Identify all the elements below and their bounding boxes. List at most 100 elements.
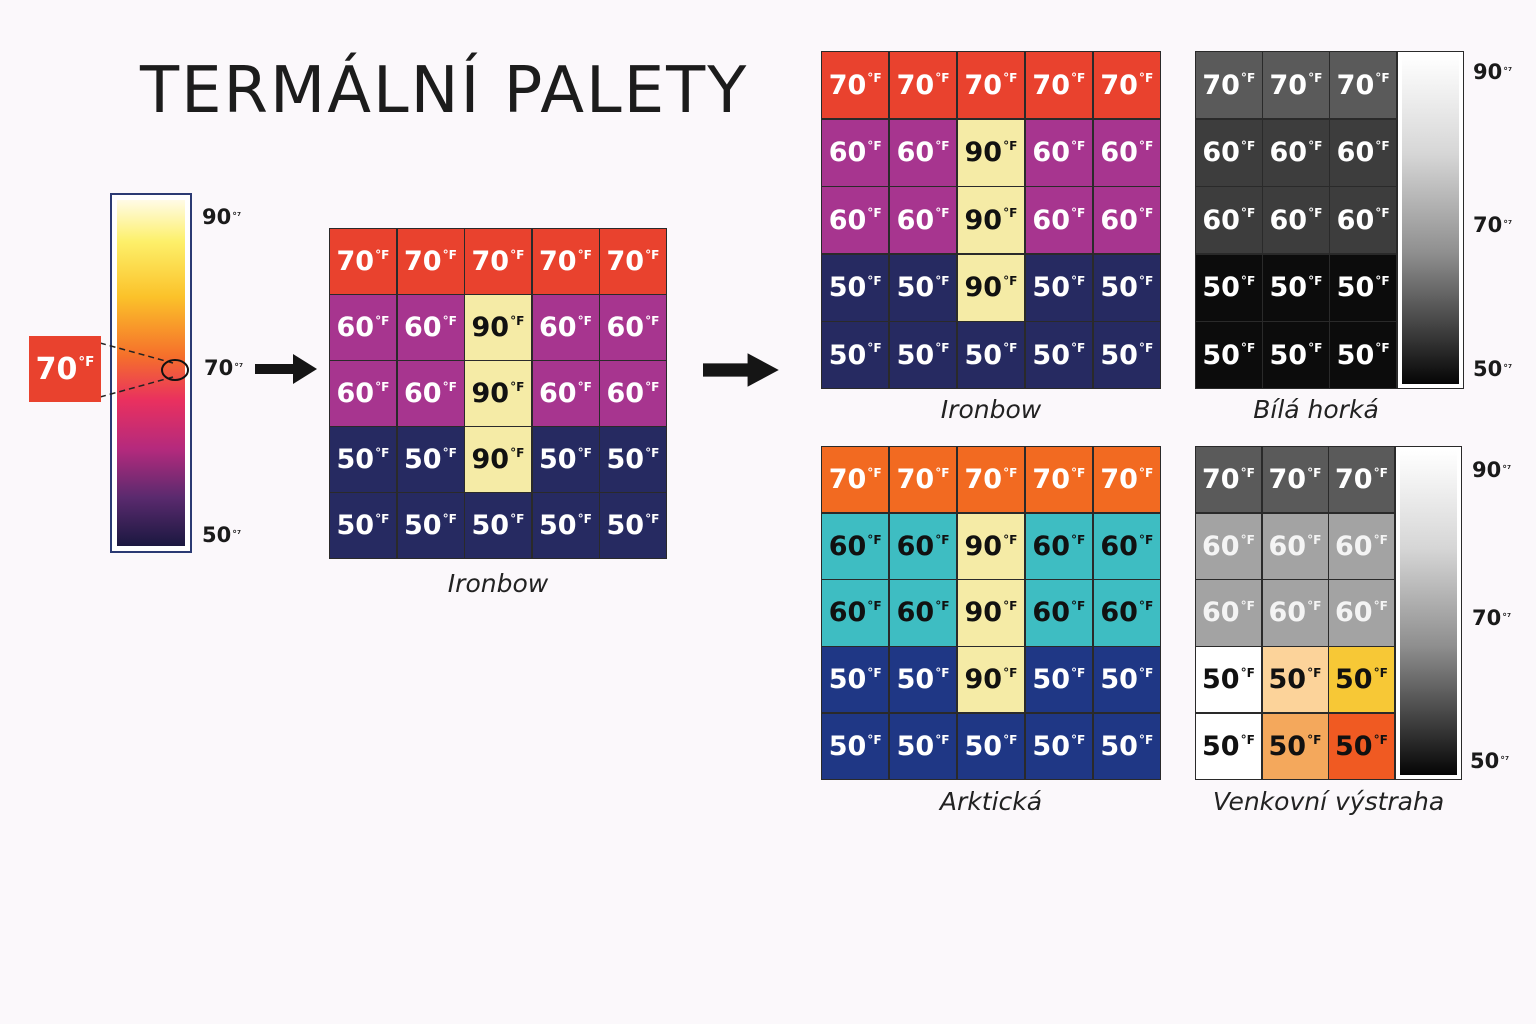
unit-label: °F bbox=[1003, 532, 1018, 547]
temperature-value: 90 bbox=[471, 377, 510, 409]
temperature-cell: 60 °F bbox=[1093, 119, 1160, 186]
temperature-value: 60 bbox=[1032, 137, 1070, 168]
unit-label: °F bbox=[1307, 599, 1322, 614]
temperature-cell: 60 °F bbox=[532, 361, 599, 426]
unit-label: °F bbox=[375, 512, 390, 527]
unit-label: °F bbox=[1003, 273, 1018, 288]
temperature-cell: 60 °F bbox=[1329, 513, 1394, 579]
temperature-value: 50 bbox=[1202, 730, 1240, 762]
unit-label: °F bbox=[645, 379, 660, 394]
unit-label: °F bbox=[1307, 532, 1322, 547]
unit-label: °F bbox=[1070, 138, 1086, 153]
temperature-value: 50 bbox=[1100, 664, 1138, 696]
unit-label: °F bbox=[375, 445, 390, 460]
unit-label: °F bbox=[867, 206, 882, 221]
temperature-value: 50 bbox=[1336, 339, 1375, 371]
temperature-value: 60 bbox=[896, 597, 935, 629]
unit-label: °F bbox=[1070, 666, 1086, 681]
temperature-cell: 50 °F bbox=[600, 493, 666, 558]
temperature-cell: 70 °F bbox=[600, 229, 666, 294]
temperature-cell: 50 °F bbox=[889, 647, 957, 713]
unit-label: °F bbox=[1003, 71, 1018, 86]
unit-label: °F bbox=[1308, 341, 1323, 356]
temperature-value: 60 bbox=[539, 377, 577, 409]
temperature-cell: 60 °F bbox=[330, 295, 396, 360]
unit-label: °F bbox=[1138, 732, 1154, 747]
temperature-value: 70 bbox=[828, 69, 867, 101]
temperature-value: 60 bbox=[1100, 597, 1138, 629]
temperature-cell: 70 °F bbox=[330, 229, 396, 294]
unit-label: °F bbox=[1240, 732, 1255, 747]
unit-label: °F bbox=[1240, 599, 1255, 614]
temperature-value: 60 bbox=[336, 377, 375, 409]
temperature-value: 50 bbox=[828, 730, 867, 762]
unit-label: °F bbox=[867, 138, 882, 153]
unit-label: °F bbox=[577, 445, 592, 460]
temperature-value: 50 bbox=[539, 510, 577, 542]
unit-label: °F bbox=[577, 379, 592, 394]
white-hot-gradient-bar bbox=[1397, 51, 1464, 389]
temperature-cell: 50 °F bbox=[889, 713, 957, 779]
palette-caption-outdoor-alert: Venkovní výstraha bbox=[1212, 787, 1445, 816]
unit-label: °F bbox=[1138, 273, 1154, 288]
temperature-value: 60 bbox=[828, 597, 867, 629]
unit-label: °F bbox=[1373, 599, 1388, 614]
temperature-cell: 50 °F bbox=[1262, 647, 1328, 713]
temperature-cell: 60 °F bbox=[532, 295, 599, 360]
temperature-value: 50 bbox=[1268, 664, 1307, 696]
temperature-cell: 60 °F bbox=[1263, 119, 1329, 186]
temperature-cell: 50 °F bbox=[1262, 713, 1328, 779]
temperature-value: 50 bbox=[1335, 664, 1373, 696]
temperature-value: 60 bbox=[1202, 204, 1240, 236]
temperature-cell: 50 °F bbox=[1025, 322, 1093, 388]
temperature-value: 70 bbox=[471, 245, 510, 277]
unit-label: °F bbox=[442, 247, 457, 262]
temperature-cell: 70 °F bbox=[822, 52, 889, 118]
temperature-cell: 60 °F bbox=[1025, 513, 1093, 579]
temperature-value: 70 bbox=[1268, 464, 1307, 496]
temperature-value: 50 bbox=[404, 510, 442, 542]
temperature-value: 50 bbox=[606, 510, 645, 542]
temperature-cell: 50 °F bbox=[1093, 647, 1160, 713]
unit-label: °F bbox=[935, 465, 950, 480]
temperature-cell: 50 °F bbox=[822, 647, 889, 713]
temperature-cell: 50 °F bbox=[1330, 254, 1396, 321]
temperature-cell: 50 °F bbox=[1329, 713, 1394, 779]
temperature-value: 70 bbox=[1032, 69, 1070, 101]
unit-label: °F bbox=[867, 341, 882, 356]
temperature-cell: 60 °F bbox=[1196, 119, 1262, 186]
temperature-value: 60 bbox=[828, 137, 867, 168]
temperature-value: 70 bbox=[1269, 69, 1308, 101]
temperature-value: 50 bbox=[606, 444, 645, 476]
unit-label: °F bbox=[1308, 71, 1323, 86]
temperature-value: 60 bbox=[896, 137, 935, 168]
temperature-value: 60 bbox=[1335, 597, 1373, 629]
unit-label: °F bbox=[867, 273, 882, 288]
unit-label: °F bbox=[1138, 465, 1154, 480]
unit-label: °F bbox=[1307, 666, 1322, 681]
temperature-cell: 50 °F bbox=[1263, 322, 1329, 388]
temperature-value: 50 bbox=[1335, 730, 1373, 762]
unit-label: °F bbox=[1240, 138, 1256, 153]
palette-caption-arctic: Arktická bbox=[939, 787, 1043, 816]
unit-label: °F bbox=[867, 532, 882, 547]
temperature-cell: 50 °F bbox=[1093, 713, 1160, 779]
unit-label: °F bbox=[1373, 666, 1388, 681]
temperature-value: 70 bbox=[896, 464, 935, 496]
outdoor-alert-gradient-bar bbox=[1395, 446, 1462, 780]
temperature-cell: 70 °F bbox=[465, 229, 531, 294]
temperature-value: 60 bbox=[1100, 137, 1138, 168]
temperature-cell: 50 °F bbox=[1329, 647, 1394, 713]
temperature-cell: 50 °F bbox=[822, 322, 889, 388]
temperature-value: 60 bbox=[1269, 204, 1308, 236]
palette-grid-outdoor-alert: 70 °F 70 °F 70 °F 60 °F 60 °F 60 °F 60 °F 60 °F 60 °F 50 °F… bbox=[1195, 446, 1395, 780]
temperature-cell: 50 °F bbox=[1025, 713, 1093, 779]
unit-label: °F bbox=[1308, 206, 1323, 221]
unit-label: °F bbox=[1070, 341, 1086, 356]
temperature-value: 60 bbox=[1202, 137, 1240, 168]
unit-label: °F bbox=[1138, 138, 1154, 153]
temperature-cell: 90 °F bbox=[957, 580, 1025, 646]
temperature-cell: 50 °F bbox=[957, 322, 1025, 388]
unit-label: °F bbox=[1307, 732, 1322, 747]
outdoor-alert-tick-bottom: 50°⁷ bbox=[1470, 749, 1510, 773]
